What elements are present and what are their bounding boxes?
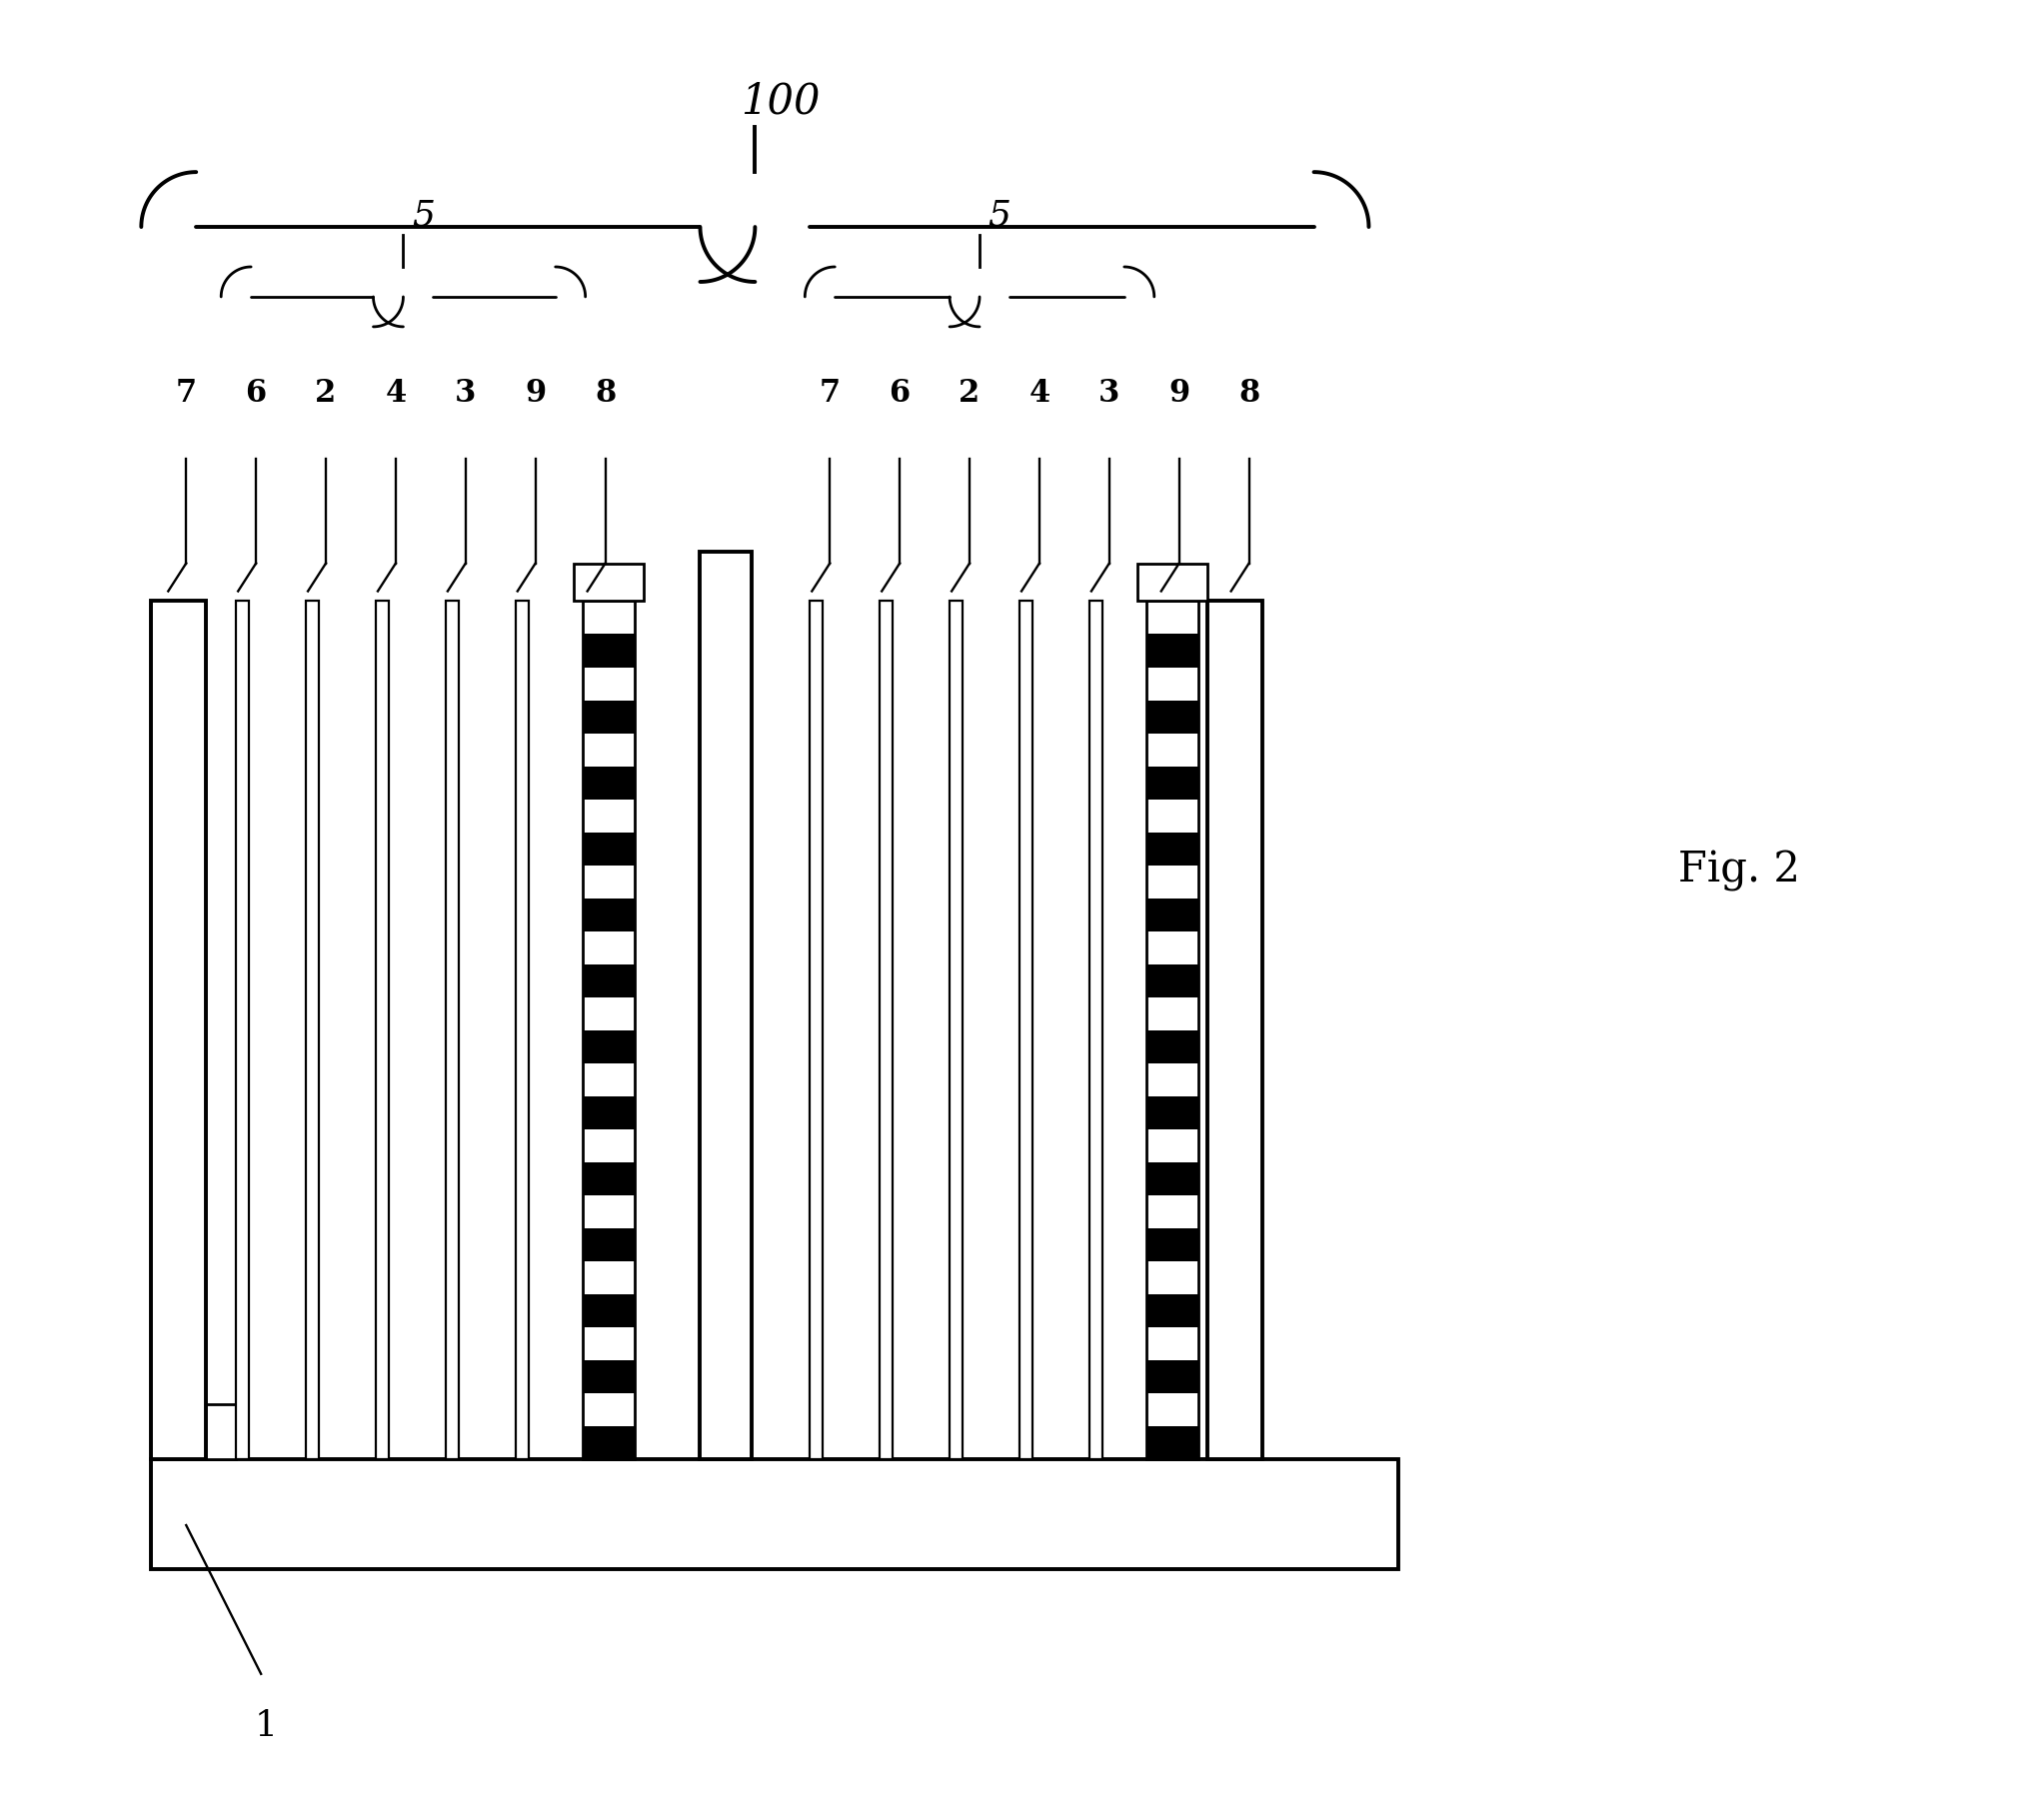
- Text: 9: 9: [525, 377, 545, 408]
- Text: 7: 7: [176, 377, 196, 408]
- Bar: [581, 633, 634, 668]
- Bar: [1147, 1030, 1197, 1063]
- Bar: [581, 1030, 634, 1063]
- Text: 5: 5: [412, 198, 434, 231]
- Bar: [1147, 1427, 1197, 1460]
- Bar: [1147, 1229, 1197, 1261]
- Bar: [581, 1096, 634, 1128]
- Text: 3: 3: [1098, 377, 1121, 408]
- Bar: [581, 1229, 634, 1261]
- Bar: [581, 601, 634, 1460]
- Text: 6: 6: [246, 377, 267, 408]
- Bar: [581, 1294, 634, 1327]
- Text: 5: 5: [987, 198, 1012, 231]
- Bar: [949, 601, 963, 1460]
- Bar: [446, 601, 458, 1460]
- Text: 2: 2: [315, 377, 337, 408]
- Text: Fig. 2: Fig. 2: [1678, 850, 1801, 892]
- Bar: [1147, 633, 1197, 668]
- Bar: [581, 832, 634, 864]
- Text: 6: 6: [888, 377, 911, 408]
- Bar: [1147, 701, 1197, 733]
- Text: 8: 8: [1238, 377, 1260, 408]
- Text: 2: 2: [959, 377, 979, 408]
- Bar: [1147, 832, 1197, 864]
- Bar: [1147, 1096, 1197, 1128]
- Text: 4: 4: [1030, 377, 1050, 408]
- Text: 8: 8: [596, 377, 616, 408]
- Bar: [880, 601, 892, 1460]
- Bar: [1147, 1360, 1197, 1394]
- Bar: [1147, 1163, 1197, 1196]
- Bar: [701, 551, 751, 1460]
- Bar: [581, 1427, 634, 1460]
- Bar: [581, 1360, 634, 1394]
- Bar: [1137, 562, 1207, 601]
- Text: 100: 100: [741, 80, 820, 122]
- Text: 1: 1: [254, 1709, 277, 1744]
- Bar: [1147, 766, 1197, 799]
- Bar: [151, 1460, 1399, 1569]
- Bar: [515, 601, 529, 1460]
- Text: 7: 7: [820, 377, 840, 408]
- Bar: [1090, 601, 1102, 1460]
- Bar: [307, 601, 319, 1460]
- Bar: [581, 1163, 634, 1196]
- Bar: [810, 601, 824, 1460]
- Bar: [236, 601, 248, 1460]
- Bar: [1207, 601, 1262, 1460]
- Bar: [573, 562, 644, 601]
- Bar: [581, 899, 634, 932]
- Text: 9: 9: [1169, 377, 1189, 408]
- Bar: [581, 965, 634, 997]
- Bar: [1147, 601, 1197, 1460]
- Bar: [151, 601, 206, 1460]
- Text: 3: 3: [454, 377, 476, 408]
- Bar: [1147, 965, 1197, 997]
- Bar: [1020, 601, 1032, 1460]
- Bar: [376, 601, 390, 1460]
- Bar: [581, 766, 634, 799]
- Bar: [1147, 1294, 1197, 1327]
- Bar: [1147, 899, 1197, 932]
- Bar: [581, 701, 634, 733]
- Bar: [151, 1405, 236, 1460]
- Text: 4: 4: [386, 377, 406, 408]
